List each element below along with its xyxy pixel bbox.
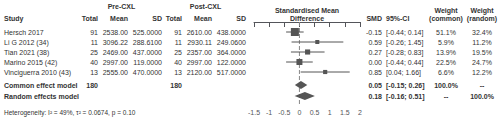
- svg-text:0.05: 0.05: [368, 82, 382, 89]
- svg-text:[-0.44; 0.44]: [-0.44; 0.44]: [386, 59, 423, 67]
- svg-text:0.5: 0.5: [310, 109, 320, 116]
- svg-text:Post-CXL: Post-CXL: [190, 3, 222, 10]
- svg-text:100.0%: 100.0%: [470, 93, 495, 100]
- svg-text:1: 1: [328, 109, 332, 116]
- svg-text:13: 13: [90, 69, 98, 76]
- svg-text:11: 11: [175, 39, 182, 46]
- svg-text:13.9%: 13.9%: [436, 49, 456, 56]
- svg-text:13: 13: [174, 69, 182, 76]
- svg-text:180: 180: [170, 82, 182, 89]
- svg-text:(common): (common): [429, 15, 463, 23]
- svg-text:SMD: SMD: [366, 15, 382, 22]
- svg-text:[0.04; 1.66]: [0.04; 1.66]: [386, 69, 421, 77]
- svg-text:51.1%: 51.1%: [436, 29, 456, 36]
- svg-text:119.0000: 119.0000: [133, 59, 162, 66]
- svg-text:Common effect model: Common effect model: [4, 82, 78, 89]
- svg-text:25: 25: [90, 49, 98, 56]
- svg-text:Mean: Mean: [194, 15, 212, 22]
- svg-text:Random effects model: Random effects model: [4, 93, 79, 100]
- svg-text:2469.00: 2469.00: [103, 49, 128, 56]
- svg-text:288.6100: 288.6100: [133, 39, 162, 46]
- svg-text:Li G 2012 (34): Li G 2012 (34): [4, 39, 49, 47]
- svg-text:0.18: 0.18: [368, 93, 382, 100]
- svg-text:3096.22: 3096.22: [103, 39, 128, 46]
- svg-text:-0.15: -0.15: [366, 29, 382, 36]
- svg-text:2997.00: 2997.00: [187, 59, 212, 66]
- svg-text:Total: Total: [166, 15, 182, 22]
- svg-text:Study: Study: [4, 15, 24, 23]
- svg-text:32.4%: 32.4%: [472, 29, 492, 36]
- svg-text:Tian 2021 (38): Tian 2021 (38): [4, 49, 49, 57]
- svg-text:Heterogeneity: I² = 49%, τ² =: Heterogeneity: I² = 49%, τ² = 0.0674, p …: [4, 109, 136, 117]
- svg-text:100.0%: 100.0%: [434, 82, 459, 89]
- svg-text:--: --: [480, 82, 485, 89]
- svg-text:Difference: Difference: [290, 15, 324, 22]
- svg-text:Mean: Mean: [110, 15, 128, 22]
- svg-text:1.5: 1.5: [340, 109, 350, 116]
- svg-text:Pre-CXL: Pre-CXL: [108, 3, 136, 10]
- svg-text:6.6%: 6.6%: [438, 69, 454, 76]
- svg-text:22.5%: 22.5%: [436, 59, 456, 66]
- svg-text:-0.5: -0.5: [278, 109, 290, 116]
- svg-text:0.00: 0.00: [368, 59, 382, 66]
- svg-text:11.2%: 11.2%: [472, 39, 491, 46]
- svg-text:[-0.44; 0.14]: [-0.44; 0.14]: [386, 29, 423, 37]
- svg-text:2555.00: 2555.00: [103, 69, 128, 76]
- svg-text:Weight: Weight: [470, 7, 494, 15]
- svg-text:-1: -1: [266, 109, 272, 116]
- svg-text:91: 91: [174, 29, 182, 36]
- svg-text:470.0000: 470.0000: [133, 69, 162, 76]
- svg-text:Hersch 2017: Hersch 2017: [4, 29, 44, 36]
- svg-text:[-0.26; 1.45]: [-0.26; 1.45]: [386, 39, 423, 47]
- svg-text:Marino 2015 (42): Marino 2015 (42): [4, 59, 57, 67]
- svg-text:[-0.15; 0.26]: [-0.15; 0.26]: [386, 82, 425, 90]
- svg-text:SD: SD: [236, 15, 246, 22]
- svg-text:2120.00: 2120.00: [187, 69, 212, 76]
- svg-text:437.0000: 437.0000: [133, 49, 162, 56]
- svg-text:Standardised Mean: Standardised Mean: [275, 7, 339, 14]
- svg-text:19.5%: 19.5%: [472, 49, 492, 56]
- svg-text:2357.00: 2357.00: [187, 49, 212, 56]
- svg-text:Vinciguerra 2010 (43): Vinciguerra 2010 (43): [4, 69, 71, 77]
- svg-text:0.85: 0.85: [368, 69, 382, 76]
- svg-text:95%-CI: 95%-CI: [386, 15, 409, 22]
- svg-text:0.27: 0.27: [368, 49, 382, 56]
- svg-text:122.0000: 122.0000: [217, 59, 246, 66]
- svg-text:2: 2: [358, 109, 362, 116]
- svg-text:0.59: 0.59: [368, 39, 382, 46]
- svg-text:2538.00: 2538.00: [103, 29, 128, 36]
- svg-text:[-0.28; 0.83]: [-0.28; 0.83]: [386, 49, 423, 57]
- svg-text:40: 40: [174, 59, 182, 66]
- svg-text:Total: Total: [82, 15, 98, 22]
- svg-text:5.9%: 5.9%: [438, 39, 454, 46]
- svg-text:--: --: [444, 93, 449, 100]
- svg-text:517.0000: 517.0000: [217, 69, 246, 76]
- svg-text:[-0.16; 0.51]: [-0.16; 0.51]: [386, 93, 425, 101]
- svg-text:-1.5: -1.5: [248, 109, 260, 116]
- svg-text:(random): (random): [467, 15, 497, 23]
- svg-text:525.0000: 525.0000: [133, 29, 162, 36]
- svg-text:25: 25: [174, 49, 182, 56]
- svg-text:24.7%: 24.7%: [472, 59, 492, 66]
- svg-text:249.0600: 249.0600: [217, 39, 246, 46]
- svg-text:180: 180: [86, 82, 98, 89]
- svg-text:2930.11: 2930.11: [187, 39, 212, 46]
- svg-text:0: 0: [297, 109, 301, 116]
- svg-text:438.0000: 438.0000: [217, 29, 246, 36]
- svg-text:11: 11: [91, 39, 98, 46]
- svg-text:364.0000: 364.0000: [217, 49, 246, 56]
- svg-text:SD: SD: [152, 15, 162, 22]
- svg-text:91: 91: [90, 29, 98, 36]
- svg-text:40: 40: [90, 59, 98, 66]
- svg-text:2997.00: 2997.00: [103, 59, 128, 66]
- svg-text:2610.00: 2610.00: [187, 29, 212, 36]
- svg-text:Weight: Weight: [434, 7, 458, 15]
- svg-text:12.2%: 12.2%: [472, 69, 492, 76]
